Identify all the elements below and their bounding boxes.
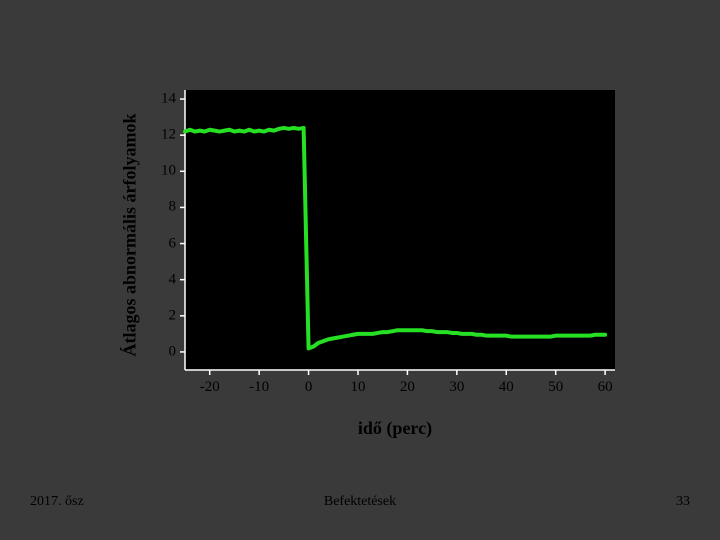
y-tick-label: 2	[169, 307, 177, 324]
page-number: 33	[676, 494, 690, 510]
y-tick-label: 10	[161, 163, 176, 180]
y-tick-label: 0	[169, 343, 177, 360]
y-tick-label: 12	[161, 127, 176, 144]
x-tick-label: 20	[400, 379, 415, 396]
slide: Átlagos abnormális árfolyamok idő (perc)…	[0, 0, 720, 540]
footer-date: 2017. ősz	[30, 494, 84, 510]
y-tick-label: 14	[161, 91, 176, 108]
x-tick-label: 50	[548, 379, 563, 396]
x-tick-label: -20	[200, 379, 220, 396]
x-tick-label: 40	[499, 379, 514, 396]
x-tick-label: 60	[598, 379, 613, 396]
chart-svg	[140, 85, 630, 415]
y-tick-label: 4	[169, 271, 177, 288]
x-tick-label: -10	[249, 379, 269, 396]
y-axis-label: Átlagos abnormális árfolyamok	[120, 114, 141, 357]
y-tick-label: 6	[169, 235, 177, 252]
y-tick-label: 8	[169, 199, 177, 216]
x-tick-label: 0	[305, 379, 313, 396]
x-axis-label: idő (perc)	[358, 418, 432, 439]
chart-container: 0 2 4 6 8 10 12 14 -20 -10 0 10 20 30 40 50 60	[140, 85, 630, 420]
x-tick-label: 30	[449, 379, 464, 396]
x-tick-label: 10	[350, 379, 365, 396]
footer-title: Befektetések	[324, 494, 396, 510]
